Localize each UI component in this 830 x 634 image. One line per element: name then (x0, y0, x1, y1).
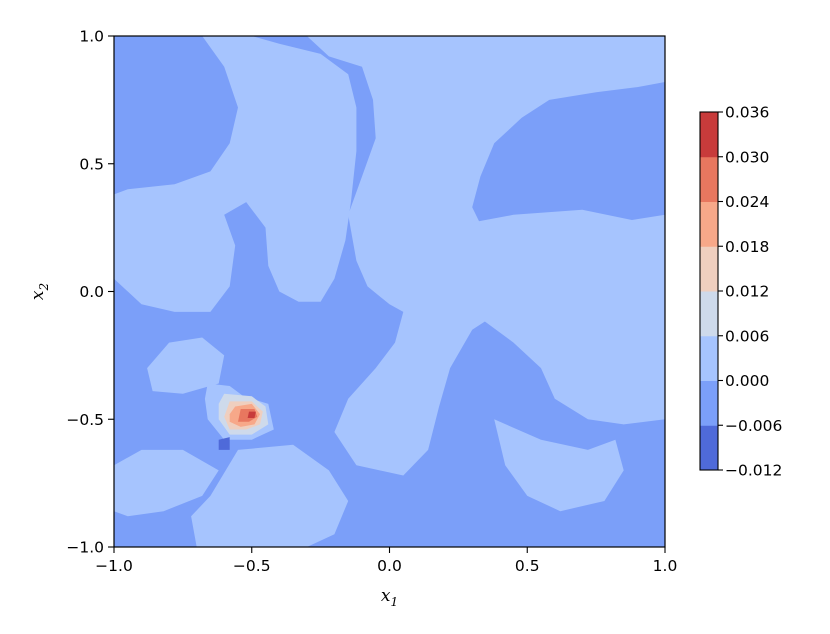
colorbar-band-5 (700, 201, 718, 247)
contour-region-0 (114, 36, 357, 312)
colorbar-band-7 (700, 112, 718, 158)
plot-area (114, 36, 665, 547)
x-tick-label: 0.5 (515, 557, 540, 575)
colorbar-tick-label: 0.006 (725, 327, 769, 345)
x-tick-label: −1.0 (95, 557, 133, 575)
colorbar-band-6 (700, 156, 718, 202)
y-tick-label: −1.0 (66, 539, 104, 557)
y-tick-label: 0.0 (79, 283, 104, 301)
x-axis: −1.0 −0.5 0.0 0.5 1.0 (95, 547, 677, 575)
colorbar: −0.012 −0.006 0.000 0.006 0.012 0.018 0.024 0.0… (699, 104, 782, 480)
colorbar-band-4 (700, 246, 718, 292)
colorbar-band-3 (700, 291, 718, 337)
y-tick-label: 0.5 (79, 155, 104, 173)
colorbar-band-1 (700, 380, 718, 426)
contour-region-12 (247, 411, 256, 418)
colorbar-tick-label: −0.006 (725, 417, 782, 435)
colorbar-tick-label: 0.000 (725, 372, 769, 390)
colorbar-tick-label: 0.012 (725, 283, 769, 301)
colorbar-band-2 (700, 335, 718, 381)
contour-region-13 (218, 437, 230, 450)
y-axis-label: x2 (28, 283, 51, 300)
y-tick-label: −0.5 (66, 411, 104, 429)
colorbar-tick-label: −0.012 (725, 462, 782, 480)
colorbar-tick-label: 0.024 (725, 193, 769, 211)
y-tick-label: 1.0 (79, 28, 104, 46)
colorbar-tick-label: 0.018 (725, 238, 769, 256)
contour-region-5 (114, 449, 219, 517)
contour-region-6 (191, 444, 349, 547)
contour-region-3 (494, 419, 624, 512)
x-tick-label: −0.5 (233, 557, 271, 575)
colorbar-band-0 (700, 425, 718, 471)
contour-region-4 (147, 337, 225, 394)
colorbar-tick-label: 0.036 (725, 104, 769, 122)
x-axis-label: x1 (381, 586, 398, 609)
y-axis: −1.0 −0.5 0.0 0.5 1.0 (66, 28, 114, 557)
contour-region-2 (444, 209, 665, 425)
x-tick-label: 0.0 (377, 557, 402, 575)
x-tick-label: 1.0 (653, 557, 678, 575)
colorbar-tick-label: 0.030 (725, 148, 769, 166)
